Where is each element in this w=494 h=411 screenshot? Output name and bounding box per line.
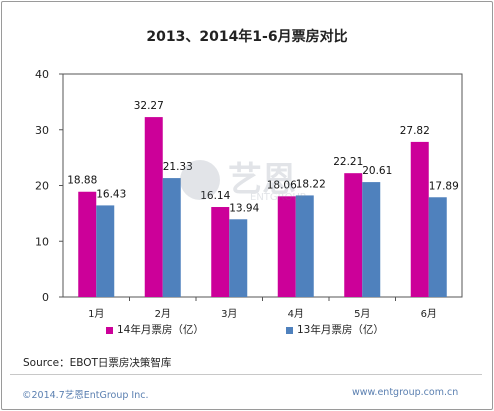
data-label: 22.21 [333, 156, 363, 168]
y-tick-label: 20 [35, 180, 49, 193]
data-label: 32.27 [134, 100, 164, 112]
legend-item-2013: 13年月票房（亿） [286, 322, 384, 337]
y-tick-label: 10 [35, 235, 49, 248]
watermark-logo: 艺恩 ENTGROUP [180, 152, 330, 212]
bar-2013 [96, 205, 115, 297]
data-label: 13.94 [229, 202, 259, 214]
data-label: 20.61 [362, 165, 392, 177]
bar-2013 [428, 197, 447, 297]
data-label: 18.88 [67, 175, 97, 187]
bar-2014 [211, 207, 230, 297]
bar-2014 [78, 191, 97, 297]
data-label: 17.89 [429, 180, 459, 192]
x-tick-label: 4月 [288, 308, 304, 320]
bar-2013 [362, 182, 381, 297]
legend-swatch-2013 [286, 326, 293, 334]
bar-2013 [295, 195, 314, 297]
bar-2014 [277, 196, 296, 297]
source-note: Source：EBOT日票房决策智库 [23, 357, 172, 369]
watermark-text: 艺恩 [228, 160, 296, 200]
website-link[interactable]: www.entgroup.com.cn [352, 387, 459, 398]
chart-title: 2013、2014年1-6月票房对比 [146, 29, 348, 45]
legend-label-2013: 13年月票房（亿） [297, 324, 384, 336]
legend-swatch-2014 [106, 326, 113, 334]
footer-divider [10, 374, 482, 375]
watermark-icon [180, 160, 220, 200]
x-tick-label: 2月 [155, 308, 171, 320]
y-tick-label: 0 [42, 291, 49, 304]
copyright-text: ©2014.7艺恩EntGroup Inc. [22, 390, 149, 401]
watermark-subtext: ENTGROUP [250, 192, 306, 203]
legend-label-2014: 14年月票房（亿） [117, 324, 204, 336]
data-label: 18.22 [296, 178, 326, 190]
data-label: 27.82 [400, 125, 430, 137]
bar-2013 [229, 219, 248, 297]
bar-2014 [144, 117, 163, 297]
data-label: 21.33 [163, 161, 193, 173]
data-label: 18.06 [267, 179, 297, 191]
y-tick-label: 40 [35, 68, 49, 81]
bar-2014 [410, 141, 429, 297]
x-tick-label: 6月 [421, 308, 437, 320]
bar-2013 [162, 178, 181, 297]
y-tick-label: 30 [35, 124, 49, 137]
legend-item-2014: 14年月票房（亿） [106, 322, 204, 337]
bar-2014 [344, 173, 363, 297]
data-label: 16.43 [96, 188, 126, 200]
data-label: 16.14 [200, 190, 230, 202]
x-tick-label: 1月 [88, 308, 104, 320]
x-tick-label: 3月 [221, 308, 237, 320]
x-tick-label: 5月 [354, 308, 370, 320]
